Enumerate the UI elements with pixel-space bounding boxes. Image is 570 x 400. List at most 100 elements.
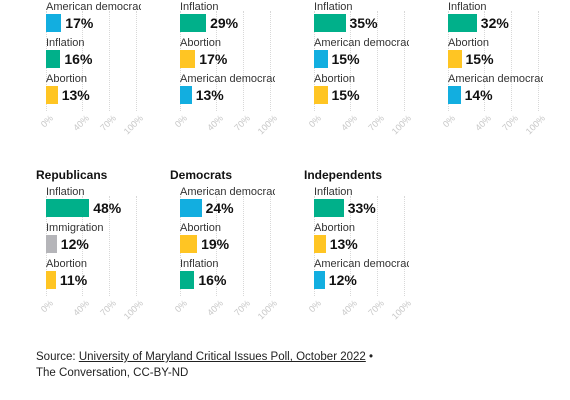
category-label: Inflation <box>46 186 85 198</box>
source-prefix: Source: <box>36 351 79 363</box>
category-label: Inflation <box>314 1 353 13</box>
bar <box>180 50 196 68</box>
source-attribution: The Conversation, CC-BY-ND <box>36 367 189 379</box>
category-label: American democracy <box>180 186 275 198</box>
value-label: 32% <box>480 15 509 31</box>
value-label: 15% <box>331 87 360 103</box>
value-label: 15% <box>465 51 494 67</box>
panel-title: Democrats <box>170 168 233 182</box>
bar-row: American democracy 12% <box>314 258 434 294</box>
chart-panel: Independents Inflation 33% Abortion 13% Ameri… <box>304 166 434 321</box>
tick-label: 70% <box>500 113 521 133</box>
bar-row: Immigration 12% <box>46 222 166 258</box>
gridline <box>350 11 351 111</box>
tick-label: 100% <box>255 298 280 322</box>
tick-label: 70% <box>232 113 253 133</box>
value-label: 13% <box>329 236 358 252</box>
bar-row: Inflation 48% <box>46 186 166 222</box>
tick-label: 70% <box>98 113 119 133</box>
tick-label: 70% <box>232 298 253 318</box>
category-label: American democracy <box>180 73 275 85</box>
gridline <box>243 11 244 111</box>
chart-panel: Republicans Inflation 48% Immigration 12% Abo… <box>36 166 166 321</box>
bar-row: Abortion 11% <box>46 258 166 294</box>
value-label: 16% <box>198 272 227 288</box>
value-label: 29% <box>210 15 239 31</box>
gridline <box>109 11 110 111</box>
bar <box>314 199 344 217</box>
gridline <box>82 196 83 296</box>
bar <box>180 14 207 32</box>
tick-label: 100% <box>389 113 414 137</box>
gridline <box>136 196 137 296</box>
bar <box>448 50 462 68</box>
gridline <box>350 196 351 296</box>
chart-panel: Inflation 35% American democracy 15% Abortio… <box>304 0 434 149</box>
category-label: American democracy <box>314 37 409 49</box>
bar <box>448 86 461 104</box>
value-label: 16% <box>64 51 93 67</box>
bar <box>448 14 477 32</box>
value-label: 33% <box>347 200 376 216</box>
gridline <box>270 11 271 111</box>
category-label: Inflation <box>180 258 219 270</box>
bar-row: Abortion 15% <box>314 73 434 109</box>
source-link[interactable]: University of Maryland Critical Issues P… <box>78 351 366 363</box>
tick-label: 40% <box>339 113 360 133</box>
gridline <box>109 196 110 296</box>
category-label: Abortion <box>46 258 87 270</box>
bar <box>180 235 198 253</box>
value-label: 12% <box>328 272 357 288</box>
tick-label: 0% <box>172 298 190 315</box>
bar-row: Inflation 16% <box>180 258 300 294</box>
category-label: Inflation <box>314 186 353 198</box>
chart-panel: Democrats American democracy 24% Abortion 19… <box>170 166 300 321</box>
category-label: Inflation <box>180 1 219 13</box>
gridline <box>404 196 405 296</box>
bar-row: Inflation 35% <box>314 1 434 37</box>
category-label: Immigration <box>46 222 104 234</box>
category-label: Inflation <box>448 1 487 13</box>
value-label: 13% <box>195 87 224 103</box>
tick-label: 100% <box>255 113 280 137</box>
tick-label: 100% <box>389 298 414 322</box>
bar-row: Abortion 13% <box>46 73 166 109</box>
bar-row: American democracy 17% <box>46 1 166 37</box>
category-label: Abortion <box>180 222 221 234</box>
category-label: Inflation <box>46 37 85 49</box>
bar-row: Abortion 19% <box>180 222 300 258</box>
value-label: 11% <box>59 272 88 288</box>
value-label: 48% <box>93 200 122 216</box>
bar-row: Inflation 33% <box>314 186 434 222</box>
bar <box>314 14 346 32</box>
gridline <box>404 11 405 111</box>
tick-label: 0% <box>172 113 190 130</box>
tick-label: 0% <box>38 113 56 130</box>
value-label: 24% <box>205 200 234 216</box>
value-label: 15% <box>331 51 360 67</box>
category-label: American democracy <box>314 258 409 270</box>
value-label: 17% <box>199 51 228 67</box>
bar-row: Inflation 32% <box>448 1 568 37</box>
category-label: Abortion <box>180 37 221 49</box>
bar <box>46 235 57 253</box>
bar <box>314 235 326 253</box>
tick-label: 70% <box>366 298 387 318</box>
tick-label: 70% <box>98 298 119 318</box>
bar-row: Abortion 15% <box>448 37 568 73</box>
bar <box>314 271 325 289</box>
gridline <box>216 196 217 296</box>
gridline <box>538 11 539 111</box>
category-label: American democracy <box>46 1 141 13</box>
tick-label: 100% <box>121 113 146 137</box>
value-label: 17% <box>65 15 94 31</box>
bar-row: Abortion 13% <box>314 222 434 258</box>
tick-label: 0% <box>306 298 324 315</box>
panel-title: Independents <box>304 168 383 182</box>
tick-label: 40% <box>71 113 92 133</box>
gridline <box>270 196 271 296</box>
gridline <box>511 11 512 111</box>
category-label: Abortion <box>46 73 87 85</box>
source-suffix: • <box>365 351 374 363</box>
bar <box>180 271 195 289</box>
